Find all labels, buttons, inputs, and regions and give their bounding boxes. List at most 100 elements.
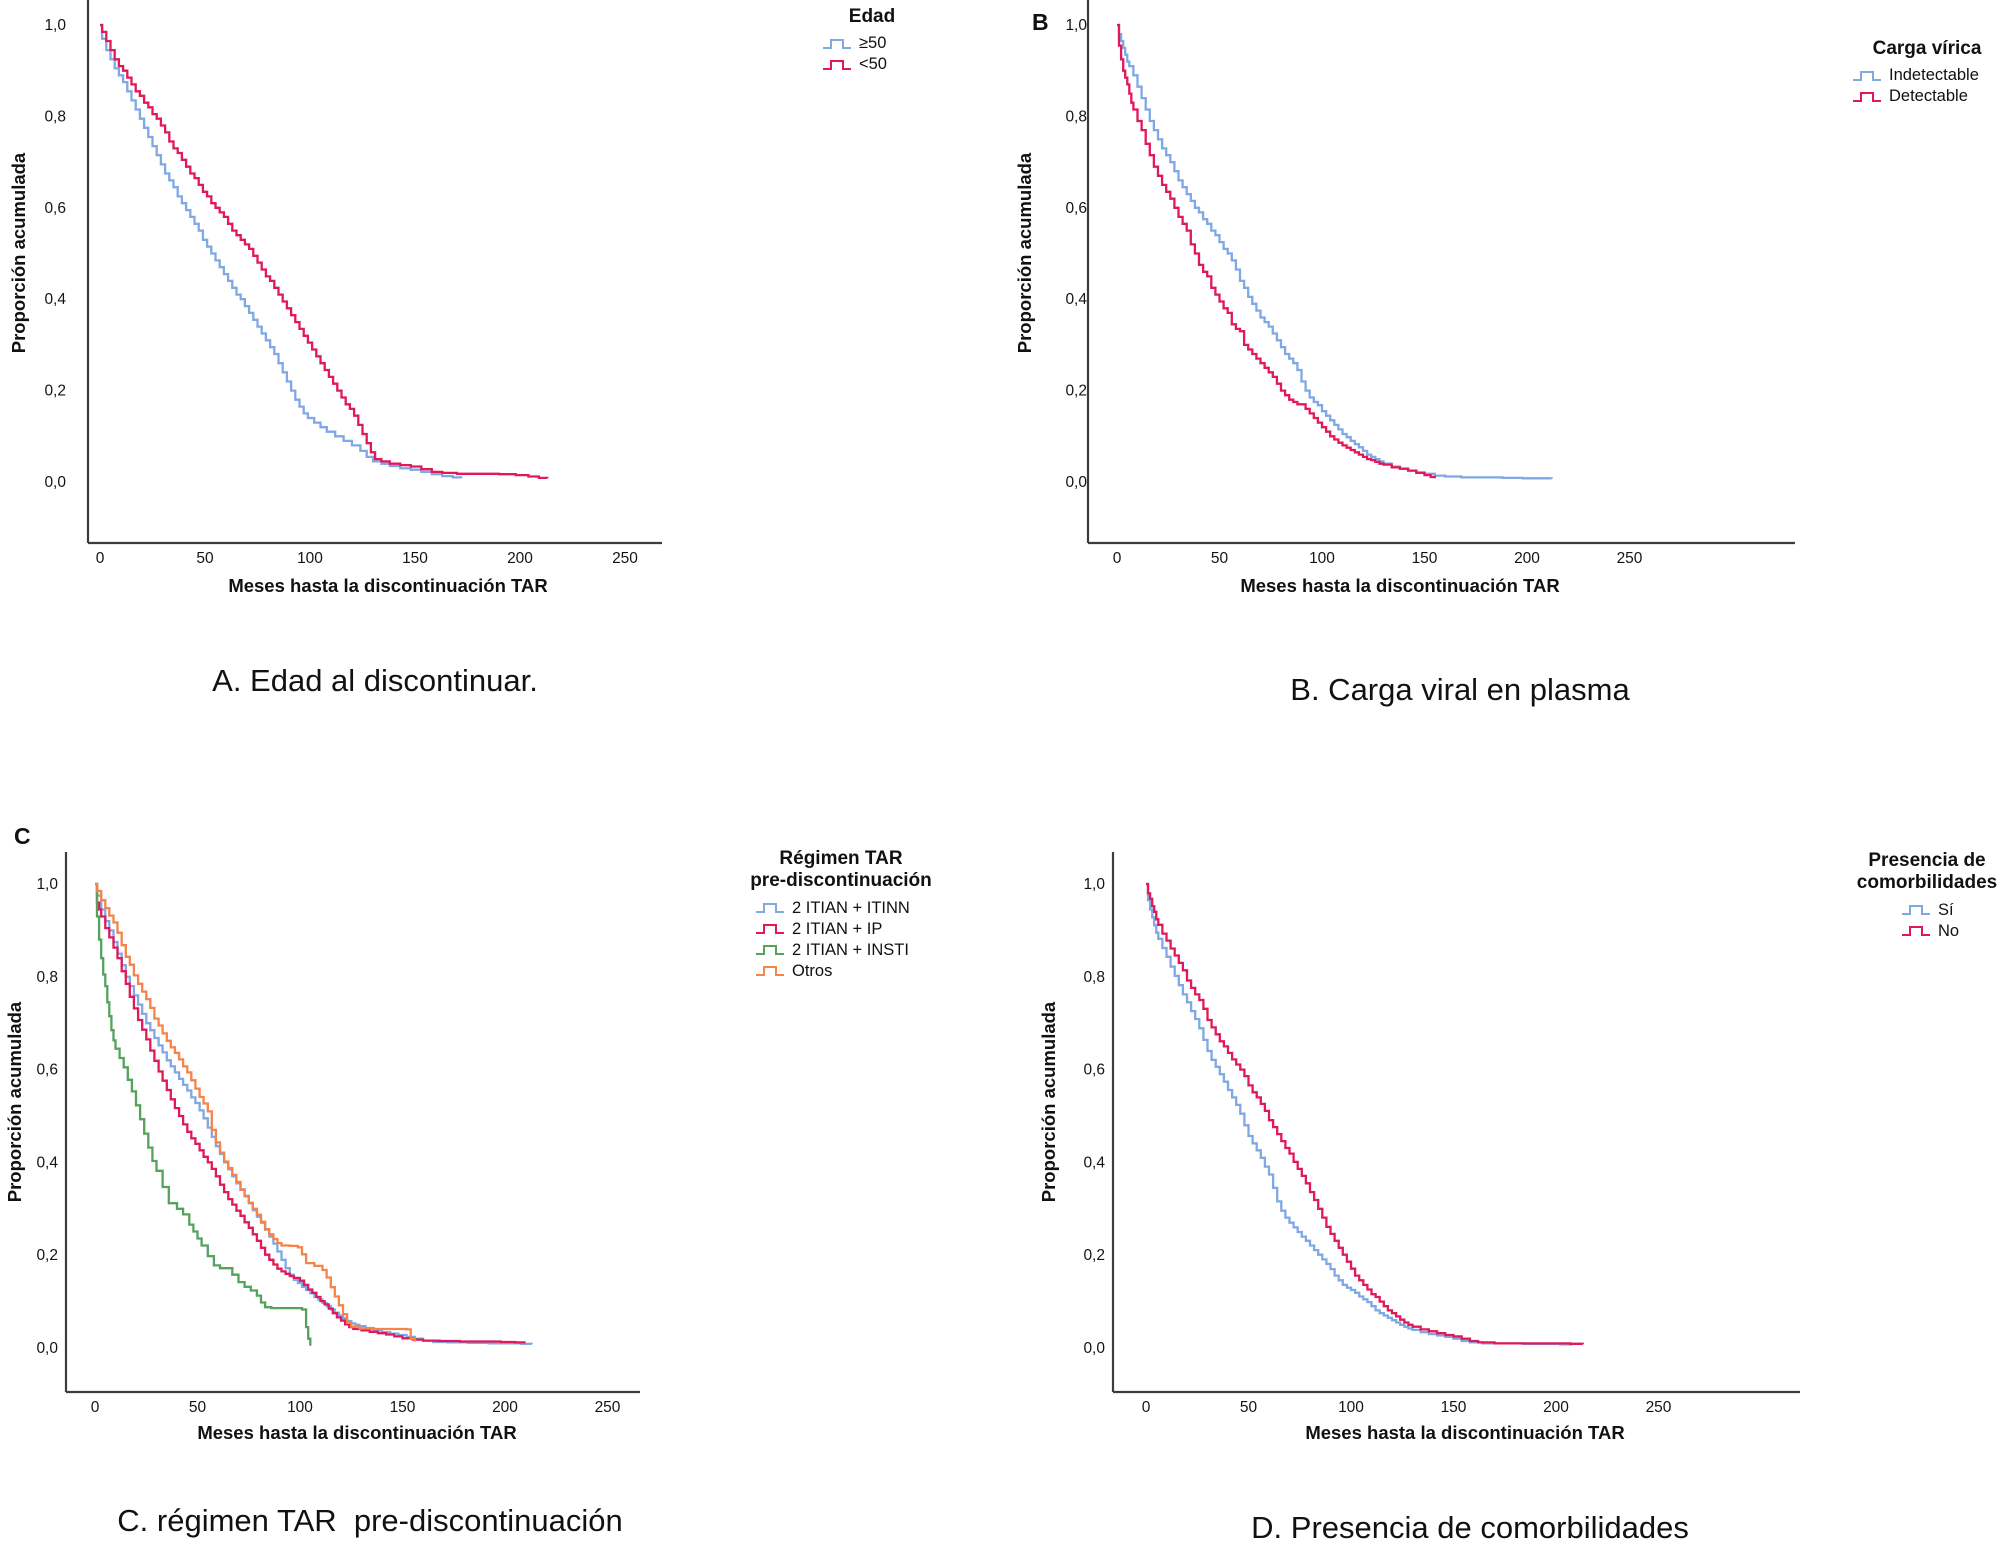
legend-step-swatch-icon [756, 966, 784, 977]
x-tick-label: 100 [1338, 1399, 1364, 1416]
series-2-itian-ip [95, 882, 526, 1344]
x-axis-title: Meses hasta la discontinuación TAR [228, 575, 547, 596]
legend-step-swatch-icon [823, 59, 851, 70]
panel-c: 1,0 0,8 0,6 0,4 0,2 0,0 0 50 100 150 200 250 Meses h… [4, 823, 640, 1443]
legend-step-swatch-icon [1902, 926, 1930, 937]
x-tick-label: 150 [390, 1399, 416, 1416]
series-50 [100, 23, 549, 480]
legend-title: Presencia de comorbilidades [1856, 850, 1998, 894]
legend-regimen-tar: Régimen TAR pre-discontinuación 2 ITIAN + … [733, 848, 949, 982]
legend-entry-label: Indetectable [1889, 66, 1979, 85]
y-tick-label: 0,6 [44, 200, 66, 217]
series-indetectable [1117, 23, 1553, 480]
x-axis-title: Meses hasta la discontinuación TAR [1240, 575, 1559, 596]
legend-entry-label: No [1938, 921, 1960, 940]
legend-entry: No [1901, 921, 2008, 942]
x-tick-label: 150 [1412, 550, 1438, 567]
legend-entry: 2 ITIAN + INSTI [755, 940, 949, 961]
x-tick-label: 50 [196, 550, 214, 567]
panel-c-caption: C. régimen TAR pre-discontinuación [117, 1503, 623, 1538]
series-s [1146, 882, 1573, 1346]
x-tick-label: 200 [492, 1399, 518, 1416]
panel-b: 1,0 0,8 0,6 0,4 0,2 0,0 0 50 100 150 200 250 Meses h… [1014, 0, 1795, 596]
y-tick-label: 0,8 [1083, 969, 1105, 986]
legend-entry: <50 [822, 54, 922, 75]
legend-entry-label: 2 ITIAN + INSTI [792, 940, 909, 959]
legend-comorbilidades: Presencia de comorbilidades Sí No [1846, 850, 2008, 942]
series-2-itian-itinn [95, 882, 533, 1345]
panel-b-caption: B. Carga viral en plasma [1290, 672, 1630, 707]
legend-edad: Edad ≥50 <50 [822, 6, 922, 75]
x-tick-label: 0 [91, 1399, 100, 1416]
y-tick-label: 0,6 [36, 1062, 58, 1079]
panel-letter-label: C [14, 823, 31, 849]
series-50 [100, 23, 463, 479]
legend-entry-label: Otros [792, 961, 833, 980]
x-tick-label: 0 [1142, 1399, 1151, 1416]
y-tick-label: 0,8 [36, 969, 58, 986]
legend-title: Carga vírica [1872, 38, 1982, 59]
y-tick-label: 0,6 [1083, 1062, 1105, 1079]
x-tick-label: 50 [189, 1399, 207, 1416]
legend-entry-label: 2 ITIAN + ITINN [792, 898, 910, 917]
y-tick-label: 1,0 [1083, 876, 1105, 893]
x-tick-label: 100 [1309, 550, 1335, 567]
legend-entry: Sí [1901, 900, 2008, 921]
series-detectable [1117, 23, 1436, 479]
legend-title: Edad [848, 6, 896, 27]
legend-step-swatch-icon [756, 903, 784, 914]
y-tick-label: 0,0 [36, 1340, 58, 1357]
y-tick-label: 0,4 [44, 291, 66, 308]
y-tick-label: 0,2 [36, 1247, 58, 1264]
x-tick-label: 50 [1240, 1399, 1258, 1416]
legend-step-swatch-icon [1902, 905, 1930, 916]
y-axis-title: Proporción acumulada [1038, 1001, 1059, 1202]
x-tick-label: 250 [1646, 1399, 1672, 1416]
legend-title: Régimen TAR pre-discontinuación [750, 848, 932, 892]
legend-entry: ≥50 [822, 33, 922, 54]
y-tick-label: 1,0 [36, 876, 58, 893]
x-tick-label: 250 [595, 1399, 621, 1416]
legend-step-swatch-icon [756, 945, 784, 956]
x-tick-label: 200 [507, 550, 533, 567]
legend-step-swatch-icon [1853, 91, 1881, 102]
y-axis-title: Proporción acumulada [8, 152, 29, 353]
series-otros [95, 882, 416, 1342]
x-tick-label: 200 [1543, 1399, 1569, 1416]
series-no [1146, 882, 1584, 1345]
x-axis-title: Meses hasta la discontinuación TAR [197, 1422, 516, 1443]
y-tick-label: 0,0 [1065, 474, 1087, 491]
legend-entry-label: <50 [859, 55, 887, 74]
y-axis-title: Proporción acumulada [4, 1001, 25, 1202]
x-axis-title: Meses hasta la discontinuación TAR [1305, 1422, 1624, 1443]
legend-entry: Otros [755, 961, 949, 982]
legend-entry-label: Sí [1938, 900, 1954, 919]
legend-entry: 2 ITIAN + ITINN [755, 898, 949, 919]
x-tick-label: 150 [402, 550, 428, 567]
x-tick-label: 250 [612, 550, 638, 567]
y-tick-label: 0,4 [36, 1154, 58, 1171]
x-tick-label: 0 [1113, 550, 1122, 567]
x-tick-label: 150 [1441, 1399, 1467, 1416]
y-axis-title: Proporción acumulada [1014, 152, 1035, 353]
x-tick-label: 200 [1514, 550, 1540, 567]
y-tick-label: 0,4 [1083, 1154, 1105, 1171]
x-tick-label: 100 [287, 1399, 313, 1416]
y-tick-label: 0,6 [1065, 200, 1087, 217]
y-tick-label: 1,0 [44, 17, 66, 34]
panel-letter-label: B [1032, 9, 1049, 35]
legend-entry-label: Detectable [1889, 87, 1968, 106]
x-tick-label: 250 [1617, 550, 1643, 567]
y-tick-label: 0,8 [1065, 108, 1087, 125]
legend-step-swatch-icon [756, 924, 784, 935]
legend-entry-label: ≥50 [859, 34, 887, 53]
y-tick-label: 0,0 [44, 474, 66, 491]
panel-d: 1,0 0,8 0,6 0,4 0,2 0,0 0 50 100 150 200 250 Meses h… [1038, 852, 1800, 1443]
x-tick-label: 50 [1211, 550, 1229, 567]
legend-carga-virica: Carga vírica Indetectable Detectable [1846, 38, 2008, 107]
y-tick-label: 0,2 [1065, 383, 1087, 400]
series-2-itian-insti [95, 882, 312, 1346]
legend-entry: Indetectable [1852, 65, 2008, 86]
legend-step-swatch-icon [823, 38, 851, 49]
